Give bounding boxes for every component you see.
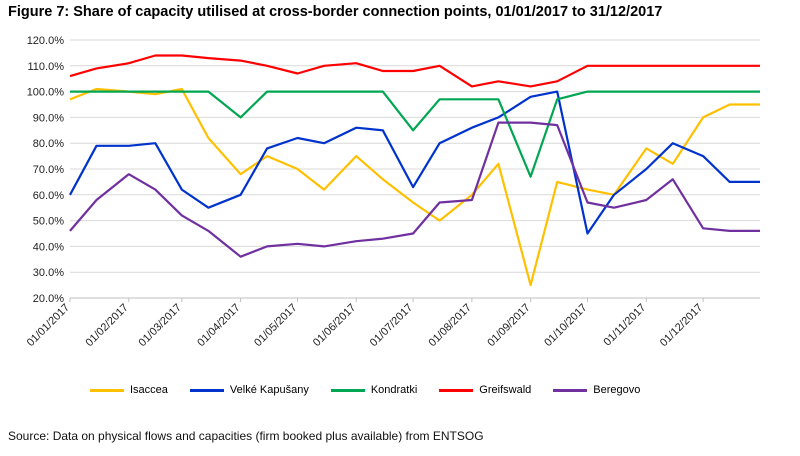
series-line-beregovo bbox=[69, 121, 760, 258]
y-tick-label: 120.0% bbox=[27, 35, 65, 47]
x-tick-label: 01/01/2017 bbox=[25, 302, 72, 349]
x-tick-label: 01/05/2017 bbox=[252, 302, 299, 349]
legend-item: Greifswald bbox=[439, 384, 531, 396]
series-line-kondratki bbox=[70, 90, 760, 178]
y-tick-label: 60.0% bbox=[33, 190, 64, 202]
legend-item: Velké Kapušany bbox=[189, 384, 309, 396]
y-axis-ticks: 20.0% 30.0% 40.0% 50.0% 60.0% 70.0% 80.0% 90.0%… bbox=[27, 35, 65, 305]
legend-swatch bbox=[439, 388, 474, 392]
legend-item: Isaccea bbox=[90, 384, 168, 396]
source-note: Source: Data on physical flows and capac… bbox=[8, 429, 484, 443]
chart-legend: Isaccea Velké Kapušany Kondratki Greifswald… bbox=[90, 384, 790, 396]
y-tick-label: 100.0% bbox=[27, 87, 65, 99]
y-tick-label: 90.0% bbox=[33, 112, 64, 124]
legend-label: Greifswald bbox=[479, 384, 532, 396]
y-tick-label: 110.0% bbox=[28, 61, 65, 73]
x-tick-label: 01/04/2017 bbox=[195, 302, 242, 349]
x-tick-label: 01/09/2017 bbox=[485, 302, 532, 349]
x-tick-label: 01/07/2017 bbox=[368, 302, 415, 349]
legend-item: Kondratki bbox=[330, 384, 418, 396]
x-tick-label: 01/06/2017 bbox=[311, 302, 358, 349]
legend-swatch bbox=[553, 388, 588, 392]
x-tick-label: 01/02/2017 bbox=[83, 302, 130, 349]
series-line-isaccea bbox=[69, 87, 760, 287]
legend-item: Beregovo bbox=[553, 384, 640, 396]
y-tick-label: 30.0% bbox=[33, 267, 64, 279]
y-tick-label: 40.0% bbox=[33, 241, 64, 253]
legend-label: Kondratki bbox=[370, 384, 418, 396]
gridlines bbox=[70, 39, 760, 299]
x-tick-label: 01/10/2017 bbox=[542, 302, 589, 349]
y-tick-label: 50.0% bbox=[33, 216, 64, 228]
x-tick-label: 01/03/2017 bbox=[137, 302, 184, 349]
legend-label: Isaccea bbox=[130, 384, 168, 396]
y-tick-label: 70.0% bbox=[33, 164, 64, 176]
series-line-greifswald bbox=[69, 54, 760, 88]
line-chart: 20.0% 30.0% 40.0% 50.0% 60.0% 70.0% 80.0% 90.0%… bbox=[25, 35, 760, 349]
legend-swatch bbox=[90, 388, 124, 392]
y-tick-label: 20.0% bbox=[33, 293, 64, 305]
y-tick-label: 80.0% bbox=[33, 138, 64, 150]
x-axis-ticks: 01/01/2017 01/02/2017 01/03/2017 01/04/2017… bbox=[25, 298, 705, 349]
legend-label: Velké Kapušany bbox=[229, 384, 309, 396]
series-line-velk-kapu-any bbox=[69, 90, 760, 235]
legend-swatch bbox=[189, 388, 224, 392]
x-tick-label: 01/11/2017 bbox=[602, 302, 649, 349]
legend-swatch bbox=[330, 388, 365, 392]
series-lines bbox=[69, 54, 760, 287]
chart-title: Figure 7: Share of capacity utilised at … bbox=[8, 4, 663, 20]
legend-label: Beregovo bbox=[593, 384, 641, 396]
x-tick-label: 01/08/2017 bbox=[427, 302, 474, 349]
x-tick-label: 01/12/2017 bbox=[658, 302, 705, 349]
